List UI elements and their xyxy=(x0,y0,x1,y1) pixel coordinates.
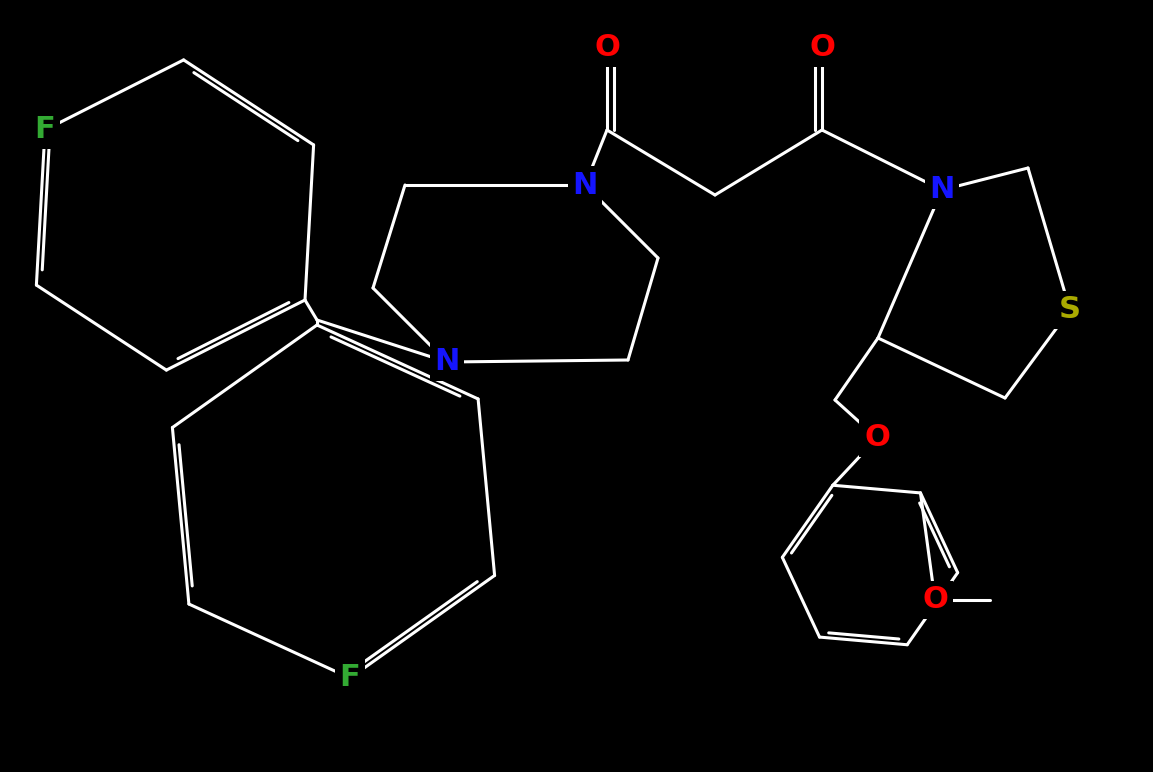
Text: F: F xyxy=(35,116,55,144)
Text: N: N xyxy=(572,171,597,199)
Text: N: N xyxy=(929,175,955,205)
Text: N: N xyxy=(435,347,460,377)
Text: O: O xyxy=(809,33,835,63)
Text: F: F xyxy=(340,663,361,692)
Text: O: O xyxy=(594,33,620,63)
Text: O: O xyxy=(922,585,948,615)
Text: O: O xyxy=(864,424,890,452)
Text: S: S xyxy=(1058,296,1082,324)
